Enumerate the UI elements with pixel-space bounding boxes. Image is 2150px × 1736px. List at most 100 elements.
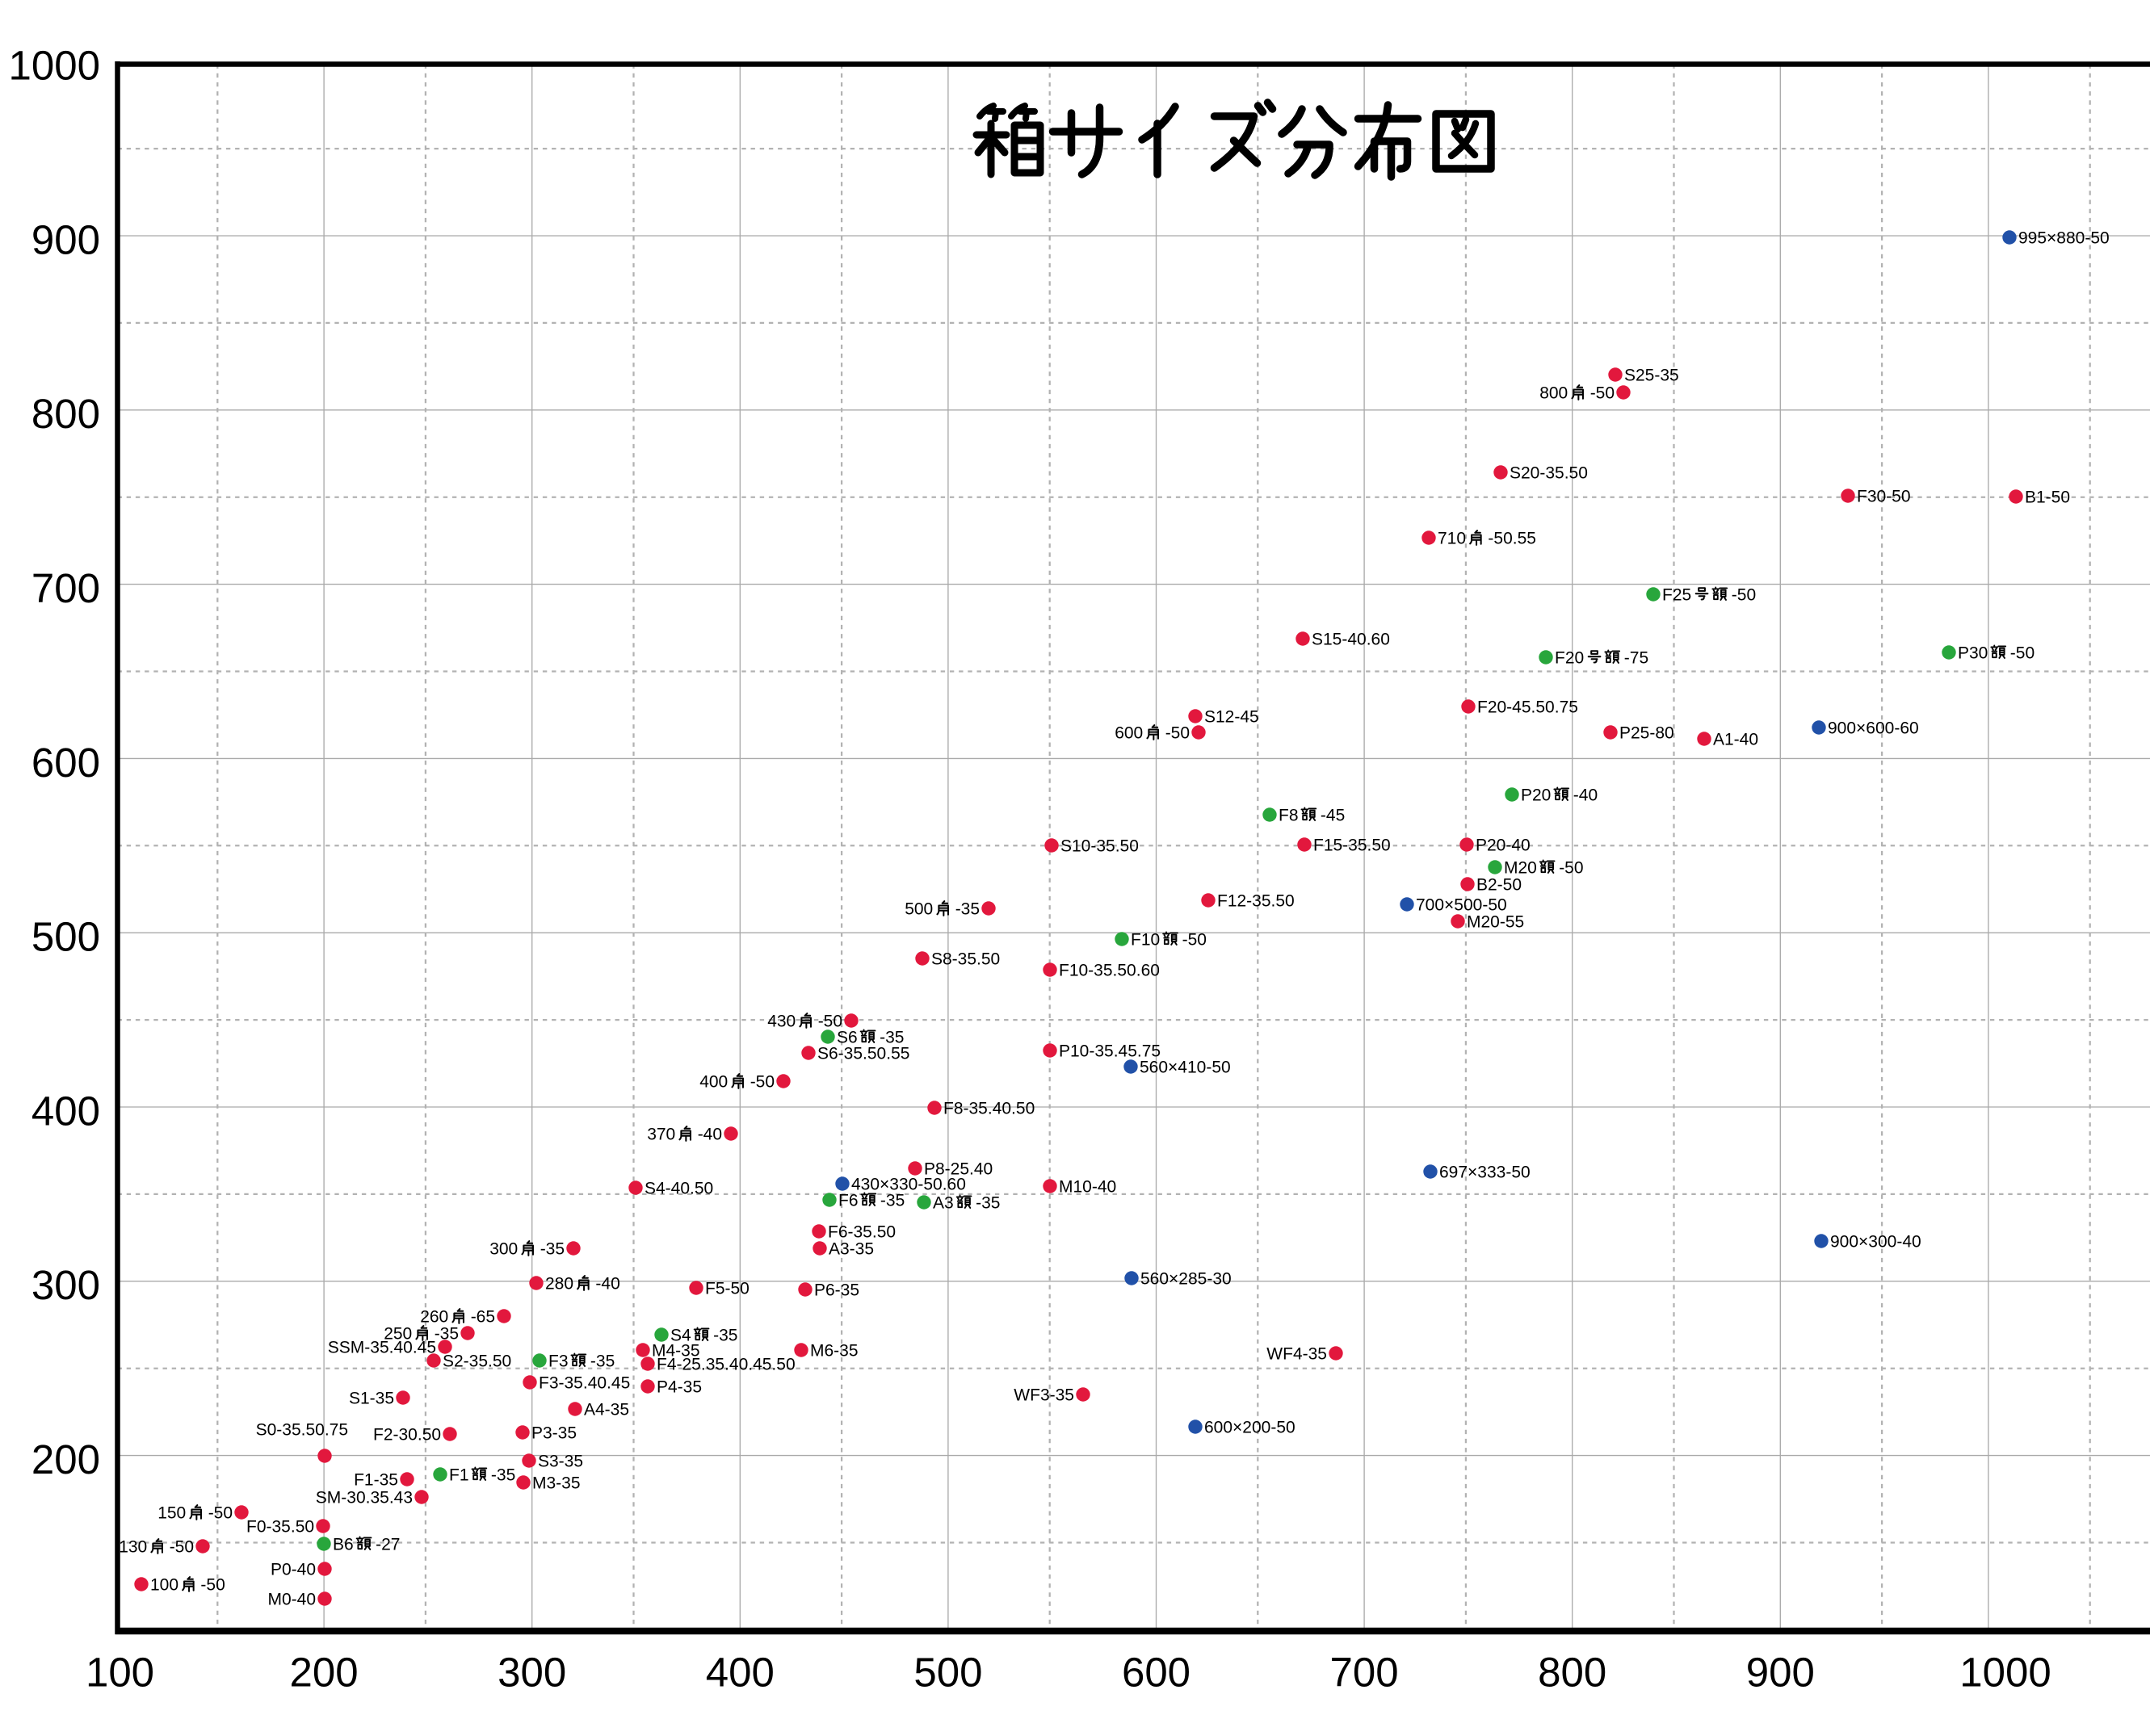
svg-text:A1-40: A1-40 [1713, 731, 1758, 749]
svg-text:300: 300 [31, 1262, 100, 1308]
svg-text:P25-80: P25-80 [1619, 724, 1674, 743]
svg-text:-35: -35 [540, 1240, 565, 1259]
svg-text:P8-25.40: P8-25.40 [924, 1160, 993, 1179]
svg-text:200: 200 [31, 1436, 100, 1482]
svg-text:800: 800 [1538, 1650, 1606, 1696]
svg-text:400: 400 [31, 1088, 100, 1134]
svg-text:-35: -35 [590, 1352, 615, 1371]
svg-text:M20: M20 [1504, 859, 1537, 878]
svg-text:995×880-50: 995×880-50 [2018, 229, 2110, 248]
svg-text:900×300-40: 900×300-40 [1830, 1233, 1921, 1252]
svg-text:SSM-35.40.45: SSM-35.40.45 [328, 1339, 436, 1357]
svg-text:P0-40: P0-40 [271, 1561, 316, 1579]
svg-text:P4-35: P4-35 [657, 1378, 702, 1397]
svg-text:S25-35: S25-35 [1624, 367, 1679, 385]
svg-text:M6-35: M6-35 [810, 1342, 859, 1361]
svg-text:S1-35: S1-35 [349, 1390, 394, 1408]
svg-text:A3: A3 [933, 1194, 954, 1213]
svg-text:600: 600 [1122, 1650, 1190, 1696]
svg-text:F2-30.50: F2-30.50 [373, 1426, 441, 1445]
svg-text:600×200-50: 600×200-50 [1204, 1419, 1295, 1437]
svg-text:1000: 1000 [1959, 1650, 2051, 1696]
svg-text:-50: -50 [1559, 859, 1583, 878]
svg-text:WF3-35: WF3-35 [1014, 1386, 1074, 1405]
svg-text:F12-35.50: F12-35.50 [1217, 892, 1295, 911]
svg-text:150: 150 [157, 1504, 186, 1523]
svg-text:S2-35.50: S2-35.50 [443, 1352, 511, 1371]
svg-text:M0-40: M0-40 [268, 1591, 317, 1609]
svg-text:S12-45: S12-45 [1204, 708, 1259, 727]
svg-text:S6: S6 [837, 1029, 858, 1047]
svg-text:-50.55: -50.55 [1488, 530, 1536, 548]
svg-text:M10-40: M10-40 [1059, 1178, 1116, 1197]
svg-text:-40: -40 [698, 1126, 722, 1144]
svg-text:P20: P20 [1521, 786, 1551, 805]
svg-text:SM-30.35.43: SM-30.35.43 [316, 1489, 413, 1507]
svg-text:260: 260 [420, 1308, 448, 1327]
svg-text:200: 200 [290, 1650, 359, 1696]
svg-text:-65: -65 [471, 1308, 495, 1327]
svg-text:710: 710 [1438, 530, 1466, 548]
svg-text:F20: F20 [1555, 649, 1584, 668]
svg-text:A3-35: A3-35 [829, 1240, 874, 1259]
svg-text:250: 250 [384, 1325, 412, 1344]
svg-text:-75: -75 [1624, 649, 1648, 668]
svg-text:M3-35: M3-35 [532, 1474, 581, 1493]
svg-text:430×330-50.60: 430×330-50.60 [851, 1176, 966, 1194]
svg-text:S4: S4 [670, 1327, 691, 1345]
svg-text:800: 800 [1539, 384, 1568, 403]
svg-text:430: 430 [767, 1013, 796, 1031]
svg-text:F8-35.40.50: F8-35.40.50 [943, 1100, 1035, 1118]
svg-text:-40: -40 [595, 1275, 619, 1294]
svg-text:P20-40: P20-40 [1476, 837, 1531, 855]
svg-text:F15-35.50: F15-35.50 [1313, 837, 1391, 855]
svg-text:P10-35.45.75: P10-35.45.75 [1059, 1042, 1161, 1061]
svg-text:300: 300 [489, 1240, 518, 1259]
svg-text:F10: F10 [1131, 931, 1160, 950]
svg-text:F20-45.50.75: F20-45.50.75 [1477, 698, 1578, 717]
svg-text:-50: -50 [2010, 644, 2035, 663]
svg-text:-50: -50 [208, 1504, 233, 1523]
svg-text:280: 280 [545, 1275, 573, 1294]
svg-text:F1: F1 [449, 1466, 469, 1485]
svg-text:M4-35: M4-35 [652, 1342, 700, 1361]
svg-text:P3-35: P3-35 [531, 1424, 577, 1443]
svg-text:B6: B6 [333, 1536, 354, 1554]
svg-text:-35: -35 [880, 1192, 905, 1210]
svg-text:P6-35: P6-35 [814, 1281, 859, 1300]
svg-text:F6-35.50: F6-35.50 [828, 1223, 896, 1242]
svg-text:300: 300 [498, 1650, 566, 1696]
svg-text:400: 400 [699, 1073, 728, 1092]
svg-text:F25: F25 [1662, 586, 1691, 605]
svg-text:-35: -35 [435, 1325, 459, 1344]
svg-text:-35: -35 [880, 1029, 904, 1047]
svg-text:S10-35.50: S10-35.50 [1060, 837, 1139, 856]
svg-text:500: 500 [913, 1650, 982, 1696]
svg-text:-40: -40 [1573, 786, 1598, 805]
svg-text:-50: -50 [200, 1576, 225, 1595]
svg-text:S0-35.50.75: S0-35.50.75 [256, 1421, 348, 1440]
svg-text:-50: -50 [1732, 586, 1756, 605]
svg-text:900×600-60: 900×600-60 [1828, 719, 1919, 738]
svg-text:F6: F6 [838, 1192, 859, 1210]
svg-text:-50: -50 [750, 1073, 775, 1092]
svg-text:700: 700 [31, 565, 100, 611]
svg-text:-50: -50 [1182, 931, 1207, 950]
svg-text:F10-35.50.60: F10-35.50.60 [1059, 962, 1160, 980]
svg-text:500: 500 [31, 914, 100, 960]
svg-text:100: 100 [86, 1650, 154, 1696]
svg-text:600: 600 [1115, 724, 1143, 743]
svg-text:S3-35: S3-35 [538, 1453, 583, 1471]
svg-text:P30: P30 [1958, 644, 1988, 663]
svg-text:-35: -35 [713, 1327, 737, 1345]
svg-text:560×410-50: 560×410-50 [1140, 1059, 1231, 1077]
svg-text:-45: -45 [1321, 807, 1345, 825]
svg-text:700: 700 [1330, 1650, 1399, 1696]
svg-text:-50: -50 [1590, 384, 1615, 403]
svg-text:700×500-50: 700×500-50 [1416, 896, 1507, 915]
svg-text:800: 800 [31, 391, 100, 437]
svg-text:-27: -27 [376, 1536, 400, 1554]
svg-text:F8: F8 [1279, 807, 1299, 825]
svg-text:-50: -50 [170, 1538, 194, 1557]
svg-text:A4-35: A4-35 [584, 1401, 629, 1419]
